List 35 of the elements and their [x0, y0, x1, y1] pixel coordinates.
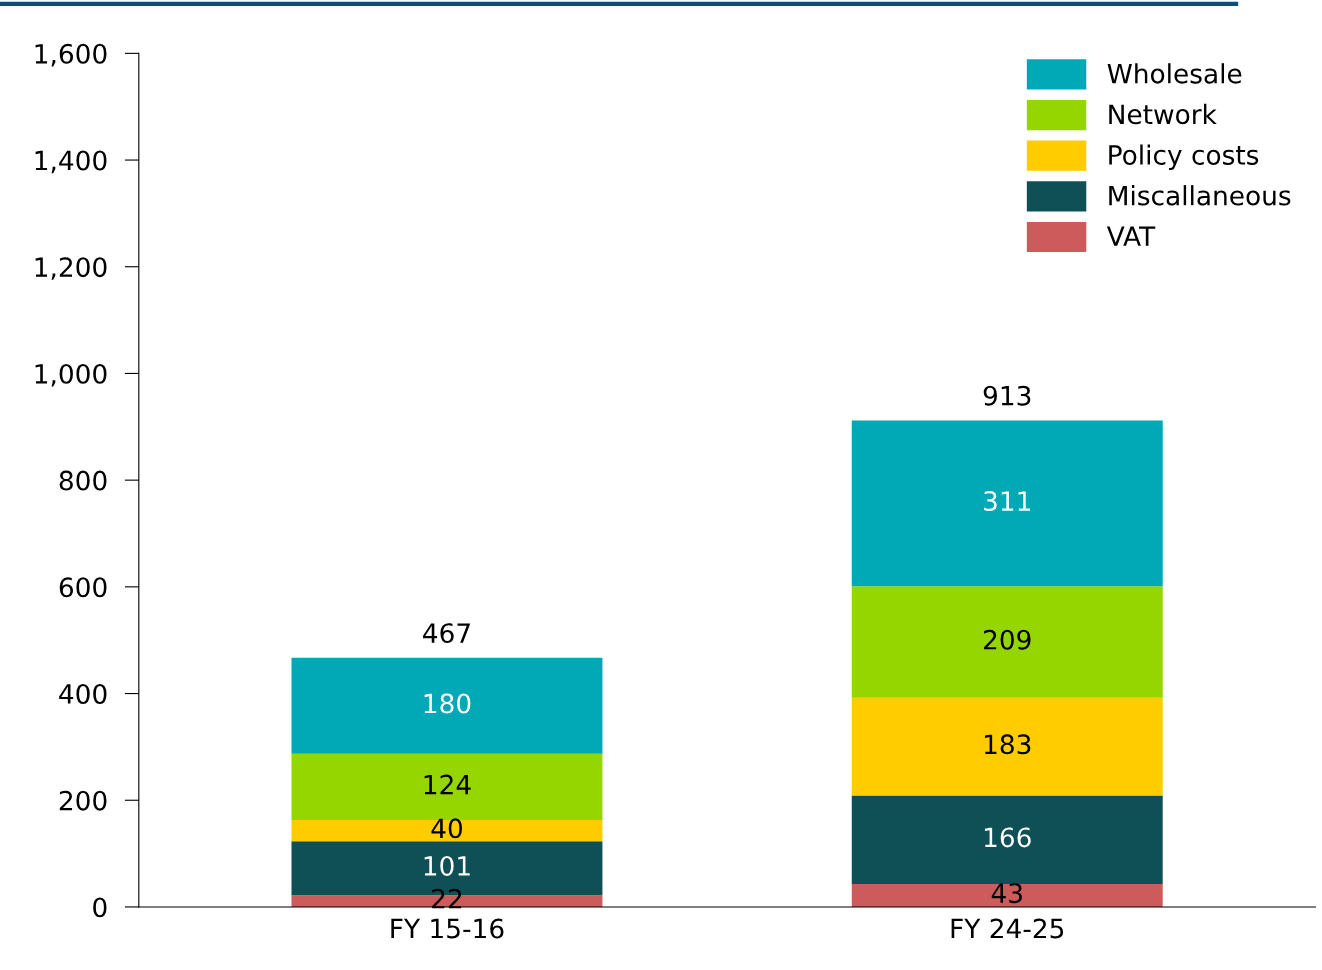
data-label: 43 — [991, 883, 1022, 904]
bar — [291, 753, 603, 820]
bar — [851, 697, 1163, 796]
y-tick-label: 600 — [59, 577, 107, 598]
bar — [291, 819, 603, 842]
y-tick-label: 1,000 — [35, 363, 107, 387]
data-label: 124 — [424, 774, 471, 795]
legend-label: Wholesale — [1107, 63, 1242, 84]
y-tick-label: 200 — [59, 790, 107, 811]
data-label: 183 — [984, 734, 1031, 755]
data-label: 209 — [983, 629, 1031, 650]
bar — [291, 657, 603, 754]
data-label: 101 — [424, 855, 470, 876]
y-tick-label: 800 — [59, 470, 107, 491]
bar — [851, 884, 1163, 907]
total-label: 913 — [983, 385, 1031, 406]
total-label: 467 — [423, 623, 470, 644]
y-tick-label: 1,600 — [35, 43, 107, 67]
y-tick-label: 1,200 — [35, 257, 107, 280]
bar — [851, 586, 1163, 698]
data-label: 180 — [424, 693, 471, 714]
y-tick-label: 1,400 — [35, 150, 107, 174]
x-tick-label: FY 15-16 — [391, 918, 504, 939]
legend-label: VAT — [1106, 226, 1156, 246]
y-tick-label: 400 — [59, 683, 107, 704]
bar — [851, 420, 1163, 587]
y-tick-label: 0 — [93, 897, 107, 918]
x-tick-label: FY 24-25 — [951, 918, 1064, 939]
data-label: 166 — [984, 827, 1031, 848]
bar — [851, 795, 1163, 885]
legend-label: Policy costs — [1109, 144, 1259, 171]
data-label: 311 — [984, 491, 1030, 512]
legend-label: Network — [1109, 103, 1217, 125]
data-label: 40 — [431, 818, 462, 839]
legend-label: Miscallaneous — [1109, 185, 1291, 206]
